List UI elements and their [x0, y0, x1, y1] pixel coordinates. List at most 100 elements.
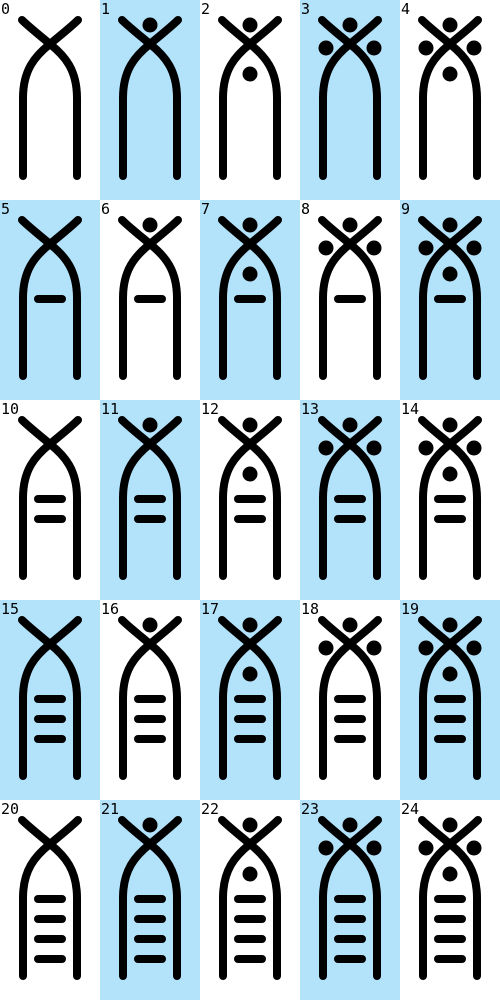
glyph-dot: [242, 17, 258, 33]
glyph-dot: [242, 266, 258, 282]
cell-number: 12: [201, 400, 220, 418]
glyph-dot: [442, 266, 458, 282]
glyph-cell: 0: [0, 0, 100, 200]
glyph-icon: [318, 16, 382, 180]
cell-number: 21: [101, 800, 120, 818]
glyph-dot: [442, 217, 458, 233]
glyph-icon: [418, 816, 482, 980]
glyph-dot: [442, 66, 458, 82]
cell-number: 6: [101, 200, 111, 218]
glyph-right-stroke: [18, 216, 81, 380]
cell-number: 19: [401, 600, 420, 618]
glyph-dot: [142, 17, 158, 33]
glyph-icon: [18, 416, 82, 580]
glyph-right-stroke: [418, 16, 481, 180]
glyph-right-stroke: [218, 16, 281, 180]
cell-number: 7: [201, 200, 211, 218]
glyph-icon: [218, 216, 282, 380]
glyph-dot: [418, 240, 434, 256]
cell-number: 8: [301, 200, 311, 218]
glyph-icon: [18, 816, 82, 980]
cell-number: 22: [201, 800, 220, 818]
glyph-icon: [418, 216, 482, 380]
glyph-dot: [442, 417, 458, 433]
glyph-icon: [18, 616, 82, 780]
glyph-dot: [342, 217, 358, 233]
glyph-icon: [418, 416, 482, 580]
glyph-right-stroke: [418, 216, 481, 380]
glyph-dot: [442, 466, 458, 482]
glyph-dot: [418, 640, 434, 656]
cell-number: 5: [1, 200, 11, 218]
glyph-cell: 20: [0, 800, 100, 1000]
glyph-icon: [218, 816, 282, 980]
glyph-cell: 22: [200, 800, 300, 1000]
glyph-cell: 18: [300, 600, 400, 800]
cell-number: 4: [401, 0, 411, 18]
cell-number: 9: [401, 200, 411, 218]
glyph-dot: [242, 217, 258, 233]
glyph-cell: 3: [300, 0, 400, 200]
glyph-dot: [342, 417, 358, 433]
glyph-cell: 9: [400, 200, 500, 400]
glyph-icon: [118, 416, 182, 580]
glyph-icon: [218, 616, 282, 780]
glyph-right-stroke: [118, 216, 181, 380]
glyph-cell: 10: [0, 400, 100, 600]
glyph-icon: [218, 416, 282, 580]
glyph-right-stroke: [18, 416, 81, 580]
glyph-dot: [366, 240, 382, 256]
glyph-dot: [366, 440, 382, 456]
glyph-icon: [18, 216, 82, 380]
glyph-right-stroke: [218, 416, 281, 580]
glyph-right-stroke: [418, 816, 481, 980]
cell-number: 23: [301, 800, 320, 818]
glyph-dot: [466, 440, 482, 456]
glyph-cell: 24: [400, 800, 500, 1000]
cell-number: 16: [101, 600, 120, 618]
glyph-right-stroke: [418, 616, 481, 780]
cell-number: 17: [201, 600, 220, 618]
glyph-icon: [318, 216, 382, 380]
glyph-right-stroke: [418, 416, 481, 580]
cell-number: 20: [1, 800, 20, 818]
glyph-dot: [142, 417, 158, 433]
cell-number: 1: [101, 0, 111, 18]
glyph-cell: 1: [100, 0, 200, 200]
glyph-dot: [242, 466, 258, 482]
glyph-cell: 17: [200, 600, 300, 800]
glyph-cell: 6: [100, 200, 200, 400]
glyph-icon: [118, 616, 182, 780]
glyph-dot: [366, 840, 382, 856]
glyph-icon: [318, 416, 382, 580]
glyph-icon: [118, 216, 182, 380]
glyph-dot: [242, 617, 258, 633]
glyph-cell: 19: [400, 600, 500, 800]
glyph-dot: [466, 40, 482, 56]
cell-number: 18: [301, 600, 320, 618]
glyph-icon: [318, 816, 382, 980]
glyph-cell: 4: [400, 0, 500, 200]
glyph-right-stroke: [318, 16, 381, 180]
cell-number: 15: [1, 600, 20, 618]
glyph-dot: [318, 640, 334, 656]
glyph-right-stroke: [318, 616, 381, 780]
glyph-dot: [466, 640, 482, 656]
cell-number: 2: [201, 0, 211, 18]
glyph-right-stroke: [118, 16, 181, 180]
cell-number: 11: [101, 400, 120, 418]
glyph-dot: [342, 17, 358, 33]
glyph-dot: [418, 40, 434, 56]
glyph-right-stroke: [18, 816, 81, 980]
glyph-dot: [466, 840, 482, 856]
glyph-dot: [318, 440, 334, 456]
cell-number: 0: [1, 0, 11, 18]
glyph-cell: 15: [0, 600, 100, 800]
cell-number: 3: [301, 0, 311, 18]
glyph-dot: [418, 440, 434, 456]
glyph-dot: [366, 640, 382, 656]
glyph-dot: [318, 40, 334, 56]
glyph-dot: [142, 217, 158, 233]
cell-number: 13: [301, 400, 320, 418]
